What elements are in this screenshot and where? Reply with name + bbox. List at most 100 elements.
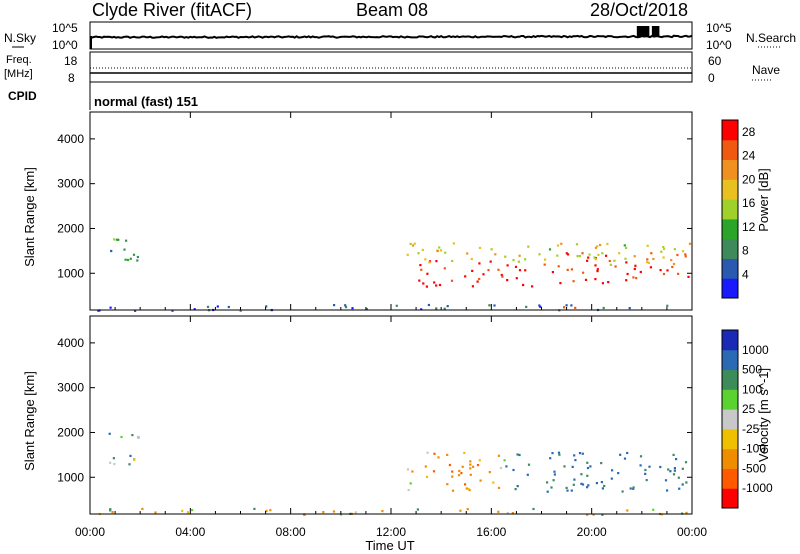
range-cell bbox=[500, 273, 503, 277]
range-cell bbox=[497, 268, 500, 271]
range-cell bbox=[677, 476, 680, 479]
range-cell bbox=[563, 306, 566, 309]
range-cell bbox=[132, 253, 136, 256]
range-cell bbox=[663, 247, 666, 251]
range-cell bbox=[110, 249, 113, 253]
range-cell bbox=[646, 244, 649, 247]
range-cell bbox=[581, 483, 585, 486]
range-cell bbox=[586, 486, 589, 489]
range-cell bbox=[565, 252, 568, 255]
range-cell bbox=[673, 469, 676, 472]
power-colorbar-tick: 12 bbox=[742, 220, 756, 234]
range-cell bbox=[451, 470, 454, 473]
range-cell bbox=[606, 242, 609, 246]
range-cell bbox=[593, 256, 596, 259]
range-cell bbox=[446, 305, 449, 308]
range-cell bbox=[573, 454, 576, 457]
range-cell bbox=[381, 510, 384, 513]
range-cell bbox=[586, 461, 589, 464]
range-cell bbox=[479, 479, 482, 482]
range-cell bbox=[587, 256, 590, 259]
range-cell bbox=[546, 481, 549, 484]
y-tick-label: 3000 bbox=[57, 177, 84, 191]
range-cell bbox=[607, 281, 610, 284]
range-cell bbox=[129, 257, 132, 260]
range-cell bbox=[514, 265, 518, 268]
range-cell bbox=[589, 465, 592, 468]
range-cell bbox=[662, 246, 665, 249]
range-cell bbox=[635, 277, 638, 280]
velocity-colorbar-tick: -25 bbox=[742, 422, 760, 436]
y-tick-label: 3000 bbox=[57, 381, 84, 395]
power-colorbar-tick: 24 bbox=[742, 149, 756, 163]
range-cell bbox=[120, 435, 123, 439]
range-cell bbox=[413, 242, 416, 245]
range-cell bbox=[322, 511, 325, 514]
range-cell bbox=[216, 305, 219, 308]
range-cell bbox=[518, 254, 521, 257]
range-cell bbox=[619, 453, 622, 456]
range-cell bbox=[673, 248, 676, 251]
range-cell bbox=[538, 304, 541, 307]
velocity-colorbar: 1000 500 100 25 -25 -100 -500 -1000 bbox=[721, 329, 773, 509]
range-cell bbox=[444, 251, 447, 254]
range-cell bbox=[471, 269, 474, 272]
range-cell bbox=[136, 255, 139, 259]
range-cell bbox=[439, 249, 443, 252]
range-cell bbox=[625, 246, 628, 249]
range-cell bbox=[426, 272, 429, 275]
range-cell bbox=[648, 465, 651, 468]
range-cell bbox=[426, 451, 429, 454]
range-cell bbox=[596, 270, 599, 273]
range-cell bbox=[578, 254, 581, 258]
range-cell bbox=[639, 464, 642, 467]
range-cell bbox=[476, 464, 480, 467]
range-cell bbox=[128, 463, 131, 466]
range-cell bbox=[154, 511, 157, 514]
range-cell bbox=[141, 507, 144, 510]
range-cell bbox=[133, 458, 136, 461]
range-cell bbox=[684, 253, 687, 256]
range-cell bbox=[580, 482, 583, 485]
range-cell bbox=[560, 242, 563, 245]
velocity-colorbar-swatch bbox=[722, 349, 738, 371]
power-colorbar-swatch bbox=[722, 179, 738, 200]
range-cell bbox=[625, 261, 628, 264]
nsearch-spike bbox=[636, 26, 650, 37]
cpid-label: CPID bbox=[8, 89, 37, 103]
range-cell bbox=[407, 488, 410, 492]
range-cell bbox=[632, 487, 635, 490]
range-cell bbox=[584, 278, 588, 281]
range-cell bbox=[134, 309, 137, 312]
range-cell bbox=[601, 252, 604, 255]
range-cell bbox=[559, 282, 562, 285]
range-cell bbox=[652, 257, 655, 261]
velocity-colorbar-label: Velocity [m s^-1] bbox=[756, 368, 771, 462]
range-cell bbox=[433, 281, 436, 284]
velocity-colorbar-tick: -1000 bbox=[742, 481, 773, 495]
range-cell bbox=[503, 459, 506, 462]
range-cell bbox=[464, 483, 467, 486]
range-cell bbox=[664, 479, 668, 482]
range-cell bbox=[467, 487, 470, 491]
range-cell bbox=[463, 451, 466, 454]
range-cell bbox=[548, 248, 552, 251]
range-cell bbox=[395, 304, 398, 307]
range-cell bbox=[451, 259, 454, 263]
velocity-colorbar-swatch bbox=[722, 448, 738, 469]
range-cell bbox=[112, 457, 115, 460]
range-cell bbox=[650, 252, 653, 255]
range-cell bbox=[621, 490, 624, 493]
range-cell bbox=[459, 509, 462, 512]
range-cell bbox=[567, 253, 570, 256]
range-cell bbox=[601, 282, 604, 285]
range-cell bbox=[578, 452, 582, 455]
range-cell bbox=[626, 272, 629, 276]
range-cell bbox=[97, 309, 100, 312]
velocity-colorbar-swatch bbox=[722, 330, 738, 351]
range-cell bbox=[685, 481, 688, 484]
range-cell bbox=[171, 309, 174, 312]
range-cell bbox=[344, 304, 347, 307]
range-cell bbox=[417, 252, 420, 255]
nsearch-label: N.Search bbox=[746, 31, 796, 45]
